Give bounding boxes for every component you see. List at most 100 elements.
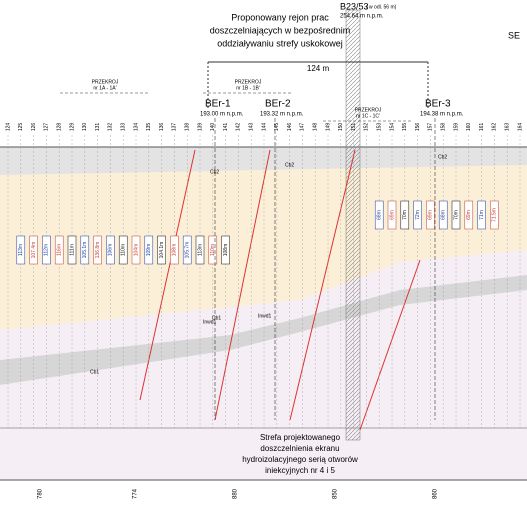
- station: 143: [249, 123, 255, 132]
- layer-label: Cb1: [212, 315, 221, 321]
- station: 161: [479, 123, 485, 132]
- top-layer: [0, 147, 527, 175]
- station: 139: [197, 123, 203, 132]
- borehole-elev: 193.32 m n.p.m.: [260, 112, 304, 118]
- station: 162: [492, 123, 498, 132]
- depth-box: [426, 200, 435, 230]
- depth-box: [400, 200, 410, 230]
- borehole-name: BEr-2: [265, 99, 291, 110]
- direction: SE: [508, 30, 520, 40]
- borehole-name: B23/53: [340, 1, 369, 11]
- station: 164: [517, 123, 523, 132]
- station: 132: [108, 123, 114, 132]
- depth-box: [464, 200, 474, 230]
- station: 133: [121, 123, 127, 132]
- station: 124: [5, 123, 11, 132]
- depth-label: 68m: [441, 210, 447, 220]
- axis-label: 850: [333, 488, 339, 499]
- station: 146: [287, 123, 293, 132]
- station: 136: [159, 123, 165, 132]
- section-title: PRZEKROJ: [235, 79, 262, 85]
- borehole-name: BEr-3: [425, 99, 451, 110]
- station: 140: [210, 123, 216, 132]
- depth-label: 104m: [133, 244, 139, 257]
- depth-box: [438, 200, 448, 230]
- depth-label: 71m: [479, 210, 485, 220]
- station: 148: [313, 123, 319, 132]
- depth-box: [118, 235, 128, 265]
- annotation: Strefa projektowanego: [260, 433, 341, 442]
- depth-label: 108m: [223, 244, 229, 257]
- station: 131: [95, 123, 101, 132]
- depth-box: [374, 200, 384, 230]
- station: 142: [236, 123, 242, 132]
- depth-label: 71.5m: [492, 208, 498, 222]
- layer-label: Cb2: [285, 162, 294, 168]
- depth-label: 72m: [415, 210, 421, 220]
- depth-box: [208, 235, 218, 265]
- station: 144: [261, 123, 267, 132]
- depth-label: 108m: [172, 244, 178, 257]
- station: 150: [338, 123, 344, 132]
- depth-label: 69m: [389, 210, 395, 220]
- station: 130: [82, 123, 88, 132]
- depth-box: [67, 235, 77, 265]
- station: 145: [274, 123, 280, 132]
- layer-label: Cb2: [210, 169, 219, 175]
- depth-box: [170, 235, 179, 265]
- depth-label: 112m: [44, 244, 50, 256]
- depth-box: [182, 235, 192, 265]
- depth-box: [221, 235, 230, 265]
- depth-label: 70m: [453, 210, 459, 220]
- station: 137: [172, 123, 178, 132]
- station: 159: [453, 123, 459, 132]
- depth-label: 104.1m: [159, 242, 165, 259]
- depth-box: [42, 235, 51, 265]
- depth-label: 110m: [121, 244, 127, 256]
- station: 141: [223, 123, 229, 132]
- depth-label: 105.7m: [185, 242, 191, 259]
- depth-label: 136.8m: [95, 242, 101, 259]
- annotation: iniekcyjnych nr 4 i 5: [265, 466, 335, 475]
- layer-label: Cb1: [90, 369, 99, 375]
- depth-label: 113m: [18, 244, 24, 256]
- station: 127: [44, 123, 50, 132]
- station: 153: [377, 123, 383, 132]
- station: 128: [57, 123, 63, 132]
- station: 134: [133, 123, 139, 132]
- station: 160: [466, 123, 472, 132]
- borehole-elev: 193.00 m n.p.m.: [200, 112, 244, 118]
- depth-box: [54, 235, 64, 265]
- depth-label: 107.4m: [31, 242, 37, 259]
- station: 129: [69, 123, 75, 132]
- depth-label: 69m: [428, 210, 434, 220]
- width-label: 124 m: [307, 64, 330, 73]
- annotation: doszczelnienia ekranu: [260, 444, 339, 453]
- depth-box: [490, 200, 499, 230]
- axis-label: 780: [38, 488, 44, 499]
- depth-box: [93, 235, 102, 265]
- depth-label: 68m: [377, 210, 383, 220]
- depth-box: [106, 235, 115, 265]
- station: 149: [325, 123, 331, 132]
- layer-label: Inwd1: [258, 313, 272, 319]
- depth-label: 110m: [210, 244, 216, 256]
- station: 152: [364, 123, 370, 132]
- depth-box: [144, 235, 154, 265]
- depth-label: 69m: [466, 210, 472, 220]
- depth-label: 113m: [197, 244, 203, 256]
- station: 125: [18, 123, 24, 132]
- axis-label: 880: [233, 488, 239, 499]
- station: 126: [31, 123, 37, 132]
- borehole-elev: 254.64 m n.p.m.: [340, 14, 384, 20]
- title: Proponowany rejon prac: [231, 12, 329, 22]
- layer-label: Cb2: [438, 154, 447, 160]
- depth-box: [451, 200, 461, 230]
- section-label: nr 1C - 1C': [356, 113, 380, 119]
- depth-box: [387, 200, 397, 230]
- depth-label: 111m: [69, 244, 75, 256]
- layer-label: Inwd1: [203, 319, 217, 325]
- depth-label: 109m: [146, 244, 152, 257]
- station: 154: [389, 123, 395, 132]
- station: 157: [428, 123, 434, 132]
